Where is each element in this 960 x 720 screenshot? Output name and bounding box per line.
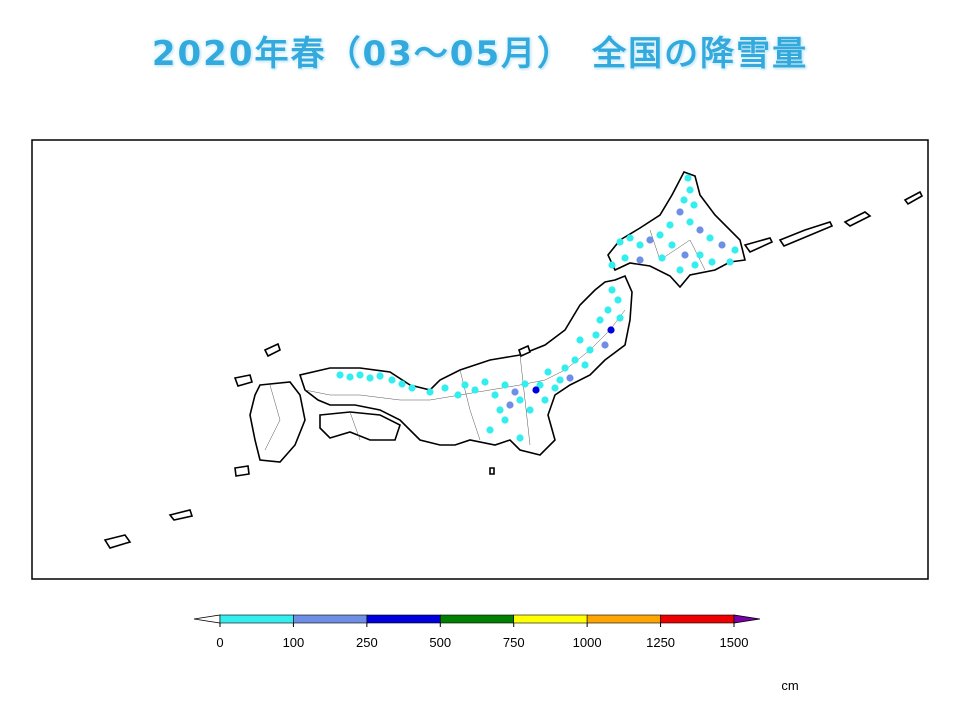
station-dot [536,381,544,389]
title: 2020年春（03～05月） 全国の降雪量 [151,34,809,74]
station-dot [626,234,634,242]
colorbar-tick-label: 100 [283,635,305,650]
colorbar-unit: cm [781,678,798,693]
station-dot [636,241,644,249]
station-dot [696,251,704,259]
station-dot [604,306,612,314]
station-dot [398,380,406,388]
station-dot [592,331,600,339]
station-dot [576,336,584,344]
station-dot [690,201,698,209]
colorbar-segment [439,614,515,624]
station-dot [614,296,622,304]
station-dot [426,388,434,396]
station-dot [336,371,344,379]
colorbar-tick-label: 750 [503,635,525,650]
station-dot [566,374,574,382]
colorbar-tick-label: 1500 [720,635,749,650]
station-dot [601,341,609,349]
station-dot [706,234,714,242]
station-dot [441,384,449,392]
colorbar-tick-label: 1250 [646,635,675,650]
station-dot [561,364,569,372]
colorbar-under [193,614,221,624]
station-dot [506,401,514,409]
station-dot [731,246,739,254]
station-dot [544,368,552,376]
station-dot [551,384,559,392]
station-dot [496,406,504,414]
station-dot [532,386,540,394]
colorbar-tick-label: 250 [356,635,378,650]
station-dot [454,391,462,399]
map-frame [31,139,929,580]
station-dot [516,396,524,404]
land [103,171,924,549]
station-dot [666,221,674,229]
station-dot [668,241,676,249]
station-dot [607,326,615,334]
station-dot [608,261,616,269]
colorbar-segment [293,614,368,624]
station-dot [471,386,479,394]
station-dot [541,396,549,404]
station-dot [636,256,644,264]
station-dot [366,374,374,382]
station-dot [680,196,688,204]
station-dot [516,434,524,442]
station-dot [708,258,716,266]
station-dot [586,346,594,354]
station-dot [616,314,624,322]
station-dot [596,316,604,324]
station-dot [408,384,416,392]
station-dot [676,266,684,274]
colorbar-segment [660,614,735,624]
station-dot [481,378,489,386]
station-dot [501,381,509,389]
station-dot [571,356,579,364]
station-dot [681,251,689,259]
station-dot [501,416,509,424]
station-dots [336,174,739,442]
colorbar-segment [219,614,294,624]
station-dot [461,381,469,389]
colorbar-tick-label: 500 [429,635,451,650]
colorbar-tick-label: 0 [216,635,223,650]
station-dot [696,226,704,234]
station-dot [356,371,364,379]
station-dot [676,208,684,216]
colorbar-segment [586,614,661,624]
station-dot [656,231,664,239]
station-dot [526,406,534,414]
station-dot [388,376,396,384]
station-dot [726,258,734,266]
colorbar-tick-label: 1000 [573,635,602,650]
station-dot [684,174,692,182]
colorbar: 0 100 250 500 750 1000 1250 1500 [193,614,761,650]
station-dot [376,372,384,380]
station-dot [658,254,666,262]
colorbar-over [733,614,761,624]
station-dot [556,376,564,384]
station-dot [621,254,629,262]
station-dot [491,391,499,399]
station-dot [691,261,699,269]
station-dot [346,373,354,381]
station-dot [686,218,694,226]
station-dot [581,361,589,369]
station-dot [521,380,529,388]
station-dot [686,186,694,194]
station-dot [511,388,519,396]
colorbar-segment [366,614,441,624]
station-dot [718,241,726,249]
station-dot [608,286,616,294]
colorbar-segment [513,614,588,624]
station-dot [646,236,654,244]
station-dot [616,238,624,246]
station-dot [486,426,494,434]
